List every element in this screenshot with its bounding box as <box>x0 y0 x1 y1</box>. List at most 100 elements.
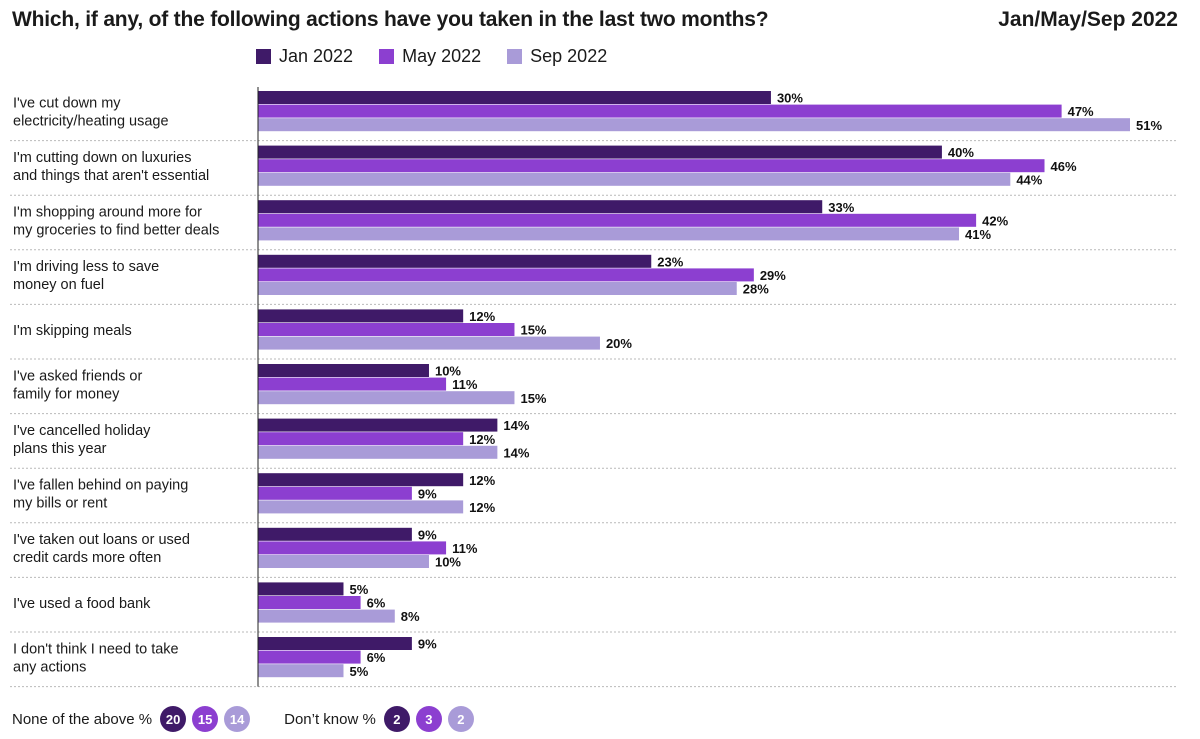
category-label-cancelled-holiday: I've cancelled holiday <box>13 423 151 439</box>
bar-cancelled-holiday-sep <box>258 445 498 459</box>
category-label-no-action: any actions <box>13 659 86 675</box>
none-of-above-group: None of the above % 20 15 14 <box>12 706 256 732</box>
value-label-no-action-may: 6% <box>367 650 386 665</box>
bar-groceries-jan <box>258 200 823 214</box>
category-label-fallen-behind: my bills or rent <box>13 496 107 512</box>
bar-fallen-behind-may <box>258 486 412 500</box>
bar-electricity-sep <box>258 118 1130 132</box>
bar-skipping-meals-jan <box>258 309 464 323</box>
legend-label-sep: Sep 2022 <box>530 46 608 66</box>
value-label-food-bank-sep: 8% <box>401 609 420 624</box>
value-label-electricity-may: 47% <box>1068 104 1094 119</box>
bar-asked-friends-sep <box>258 391 515 405</box>
bar-groceries-may <box>258 213 977 227</box>
none-of-above-jan-badge: 20 <box>160 706 187 732</box>
dont-know-sep-badge: 2 <box>447 706 474 732</box>
bar-no-action-jan <box>258 637 412 650</box>
bar-skipping-meals-may <box>258 323 515 336</box>
bar-food-bank-may <box>258 596 361 609</box>
value-label-skipping-meals-sep: 20% <box>606 336 632 351</box>
value-label-loans-may: 11% <box>452 541 478 556</box>
none-of-above-sep-badge: 14 <box>224 706 251 732</box>
category-label-cancelled-holiday: plans this year <box>13 441 107 457</box>
bar-loans-jan <box>258 527 412 541</box>
legend-item-may: May 2022 <box>379 46 481 67</box>
value-label-asked-friends-sep: 15% <box>520 391 546 406</box>
value-label-driving-sep: 28% <box>743 282 769 297</box>
bar-loans-sep <box>258 555 429 568</box>
value-label-asked-friends-jan: 10% <box>435 364 461 379</box>
value-label-no-action-sep: 5% <box>349 664 368 679</box>
category-label-groceries: I'm shopping around more for <box>13 205 202 221</box>
bar-driving-jan <box>258 254 652 268</box>
bar-fallen-behind-jan <box>258 473 464 487</box>
category-label-skipping-meals: I'm skipping meals <box>13 323 132 339</box>
value-label-cancelled-holiday-sep: 14% <box>503 445 529 460</box>
value-label-asked-friends-may: 11% <box>452 377 478 392</box>
value-label-groceries-jan: 33% <box>828 200 854 215</box>
bar-electricity-may <box>258 104 1062 118</box>
legend: Jan 2022 May 2022 Sep 2022 <box>256 46 607 67</box>
value-label-driving-may: 29% <box>760 268 786 283</box>
value-label-food-bank-may: 6% <box>367 596 386 611</box>
footer: None of the above % 20 15 14 Don’t know … <box>12 706 480 732</box>
bar-asked-friends-jan <box>258 364 429 377</box>
value-label-luxuries-may: 46% <box>1051 159 1077 174</box>
category-label-no-action: I don't think I need to take <box>13 641 179 657</box>
value-label-groceries-may: 42% <box>982 213 1008 228</box>
dont-know-group: Don’t know % 2 3 2 <box>284 706 480 732</box>
category-label-groceries: my groceries to find better deals <box>13 223 219 239</box>
value-label-no-action-jan: 9% <box>418 637 437 652</box>
none-of-above-label: None of the above % <box>12 710 153 728</box>
value-label-skipping-meals-may: 15% <box>520 323 546 338</box>
legend-item-sep: Sep 2022 <box>507 46 607 67</box>
value-label-loans-sep: 10% <box>435 555 461 570</box>
bar-driving-sep <box>258 282 737 295</box>
category-label-loans: credit cards more often <box>13 550 161 566</box>
dont-know-jan-badge: 2 <box>383 706 410 732</box>
bar-luxuries-sep <box>258 172 1011 186</box>
bar-cancelled-holiday-may <box>258 432 464 446</box>
legend-item-jan: Jan 2022 <box>256 46 353 67</box>
value-label-cancelled-holiday-jan: 14% <box>503 418 529 433</box>
bar-fallen-behind-sep <box>258 500 464 514</box>
bar-chart: I've cut down my electricity/heating usag… <box>10 87 1178 688</box>
value-label-fallen-behind-may: 9% <box>418 486 437 501</box>
category-label-driving: money on fuel <box>13 277 104 293</box>
bar-loans-may <box>258 541 447 555</box>
bar-luxuries-may <box>258 159 1045 173</box>
value-label-driving-jan: 23% <box>657 254 683 269</box>
legend-swatch-may <box>379 49 395 64</box>
bar-no-action-sep <box>258 664 344 678</box>
category-label-driving: I'm driving less to save <box>13 259 159 275</box>
period-label: Jan/May/Sep 2022 <box>998 8 1178 31</box>
category-label-luxuries: and things that aren't essential <box>13 168 209 184</box>
bar-food-bank-jan <box>258 582 344 596</box>
value-label-food-bank-jan: 5% <box>349 582 368 597</box>
none-of-above-may-badge: 15 <box>192 706 219 732</box>
value-label-loans-jan: 9% <box>418 527 437 542</box>
value-label-fallen-behind-jan: 12% <box>469 473 495 488</box>
value-label-cancelled-holiday-may: 12% <box>469 432 495 447</box>
value-label-fallen-behind-sep: 12% <box>469 500 495 515</box>
category-label-asked-friends: family for money <box>13 386 120 402</box>
legend-label-may: May 2022 <box>402 46 482 66</box>
legend-swatch-jan <box>256 49 271 64</box>
bar-driving-may <box>258 268 754 282</box>
category-label-food-bank: I've used a food bank <box>13 596 151 612</box>
legend-swatch-sep <box>507 49 523 64</box>
dont-know-label: Don’t know % <box>284 710 376 728</box>
value-label-electricity-jan: 30% <box>777 91 803 106</box>
bar-groceries-sep <box>258 227 960 241</box>
category-label-luxuries: I'm cutting down on luxuries <box>13 150 191 166</box>
bar-no-action-may <box>258 650 361 664</box>
category-label-asked-friends: I've asked friends or <box>13 368 142 384</box>
bar-cancelled-holiday-jan <box>258 418 498 432</box>
value-label-groceries-sep: 41% <box>965 227 991 242</box>
value-label-skipping-meals-jan: 12% <box>469 309 495 324</box>
value-label-luxuries-jan: 40% <box>948 145 974 160</box>
value-label-luxuries-sep: 44% <box>1016 172 1042 187</box>
legend-label-jan: Jan 2022 <box>279 46 354 66</box>
chart-title: Which, if any, of the following actions … <box>12 8 769 31</box>
bar-electricity-jan <box>258 91 771 104</box>
